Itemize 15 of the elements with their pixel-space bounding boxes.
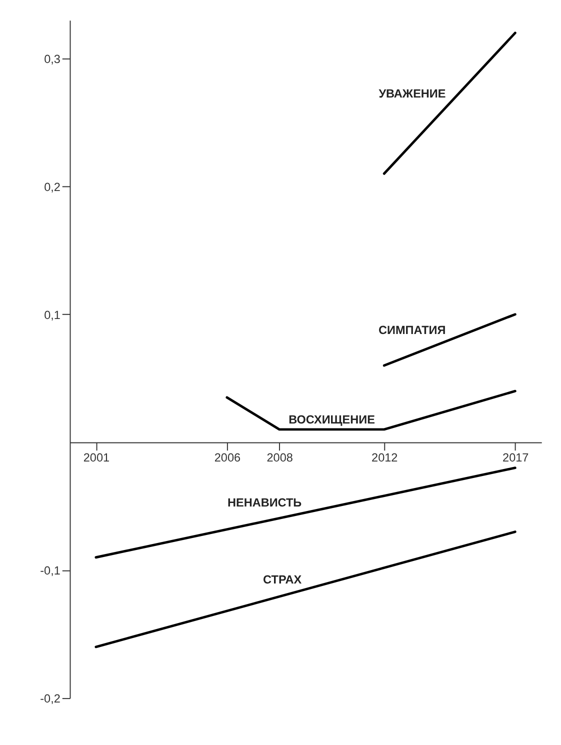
x-tick-label: 2006 [214,451,241,464]
y-tick-label: -0,2 [40,692,60,706]
y-tick-label: 0,3 [44,52,61,66]
series-label: СИМПАТИЯ [378,324,446,338]
x-tick-label: 2001 [83,451,110,464]
x-tick-label: 2012 [372,451,398,464]
series-label: УВАЖЕНИЕ [378,87,446,100]
series-label: НЕНАВИСТЬ [227,496,302,510]
y-tick-label: 0,2 [44,180,60,194]
y-tick-label: -0,1 [40,564,60,578]
y-tick-label: 0,1 [44,308,60,322]
series-label: ВОСХИЩЕНИЕ [288,414,376,427]
x-tick-label: 2008 [266,451,294,464]
series-label: СТРАХ [263,573,302,586]
x-tick-label: 2017 [502,451,529,464]
